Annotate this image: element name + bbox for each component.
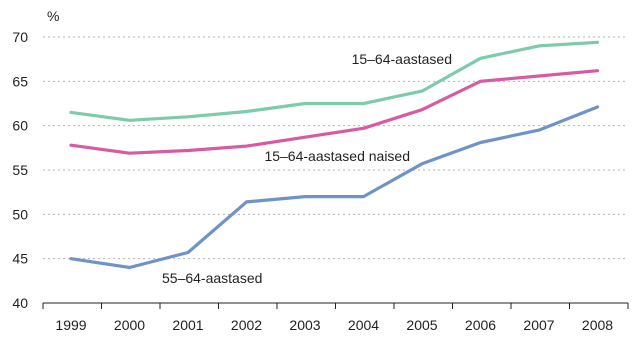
series-label-1: 15–64-aastased [352, 51, 452, 67]
x-tick-label-2007: 2007 [523, 317, 554, 333]
labels: 40 45 50 55 60 65 70 1999 2000 2001 2002 2003 2004 20… [12, 8, 613, 333]
x-tick-label-1999: 1999 [55, 317, 86, 333]
y-tick-label-50: 50 [12, 206, 28, 222]
x-tick-label-2006: 2006 [465, 317, 496, 333]
series-line-1 [69, 40, 600, 122]
y-unit-label: % [47, 8, 59, 24]
series-label-2: 15–64-aastased naised [264, 148, 410, 164]
series-line-3 [69, 105, 600, 270]
x-tick-label-2005: 2005 [406, 317, 437, 333]
series-label-3: 55–64-aastased [162, 270, 262, 286]
axes [42, 302, 629, 309]
x-tick-label-2002: 2002 [231, 317, 262, 333]
y-tick-label-70: 70 [12, 29, 28, 45]
series-line-2 [69, 69, 600, 155]
y-tick-label-55: 55 [12, 162, 28, 178]
y-tick-label-65: 65 [12, 73, 28, 89]
y-tick-label-40: 40 [12, 295, 28, 311]
x-tick-label-2001: 2001 [172, 317, 203, 333]
y-tick-label-60: 60 [12, 118, 28, 134]
x-tick-label-2000: 2000 [114, 317, 145, 333]
y-tick-label-45: 45 [12, 251, 28, 267]
x-tick-label-2004: 2004 [348, 317, 379, 333]
x-tick-label-2008: 2008 [582, 317, 613, 333]
x-tick-label-2003: 2003 [289, 317, 320, 333]
series-lines [69, 40, 600, 270]
